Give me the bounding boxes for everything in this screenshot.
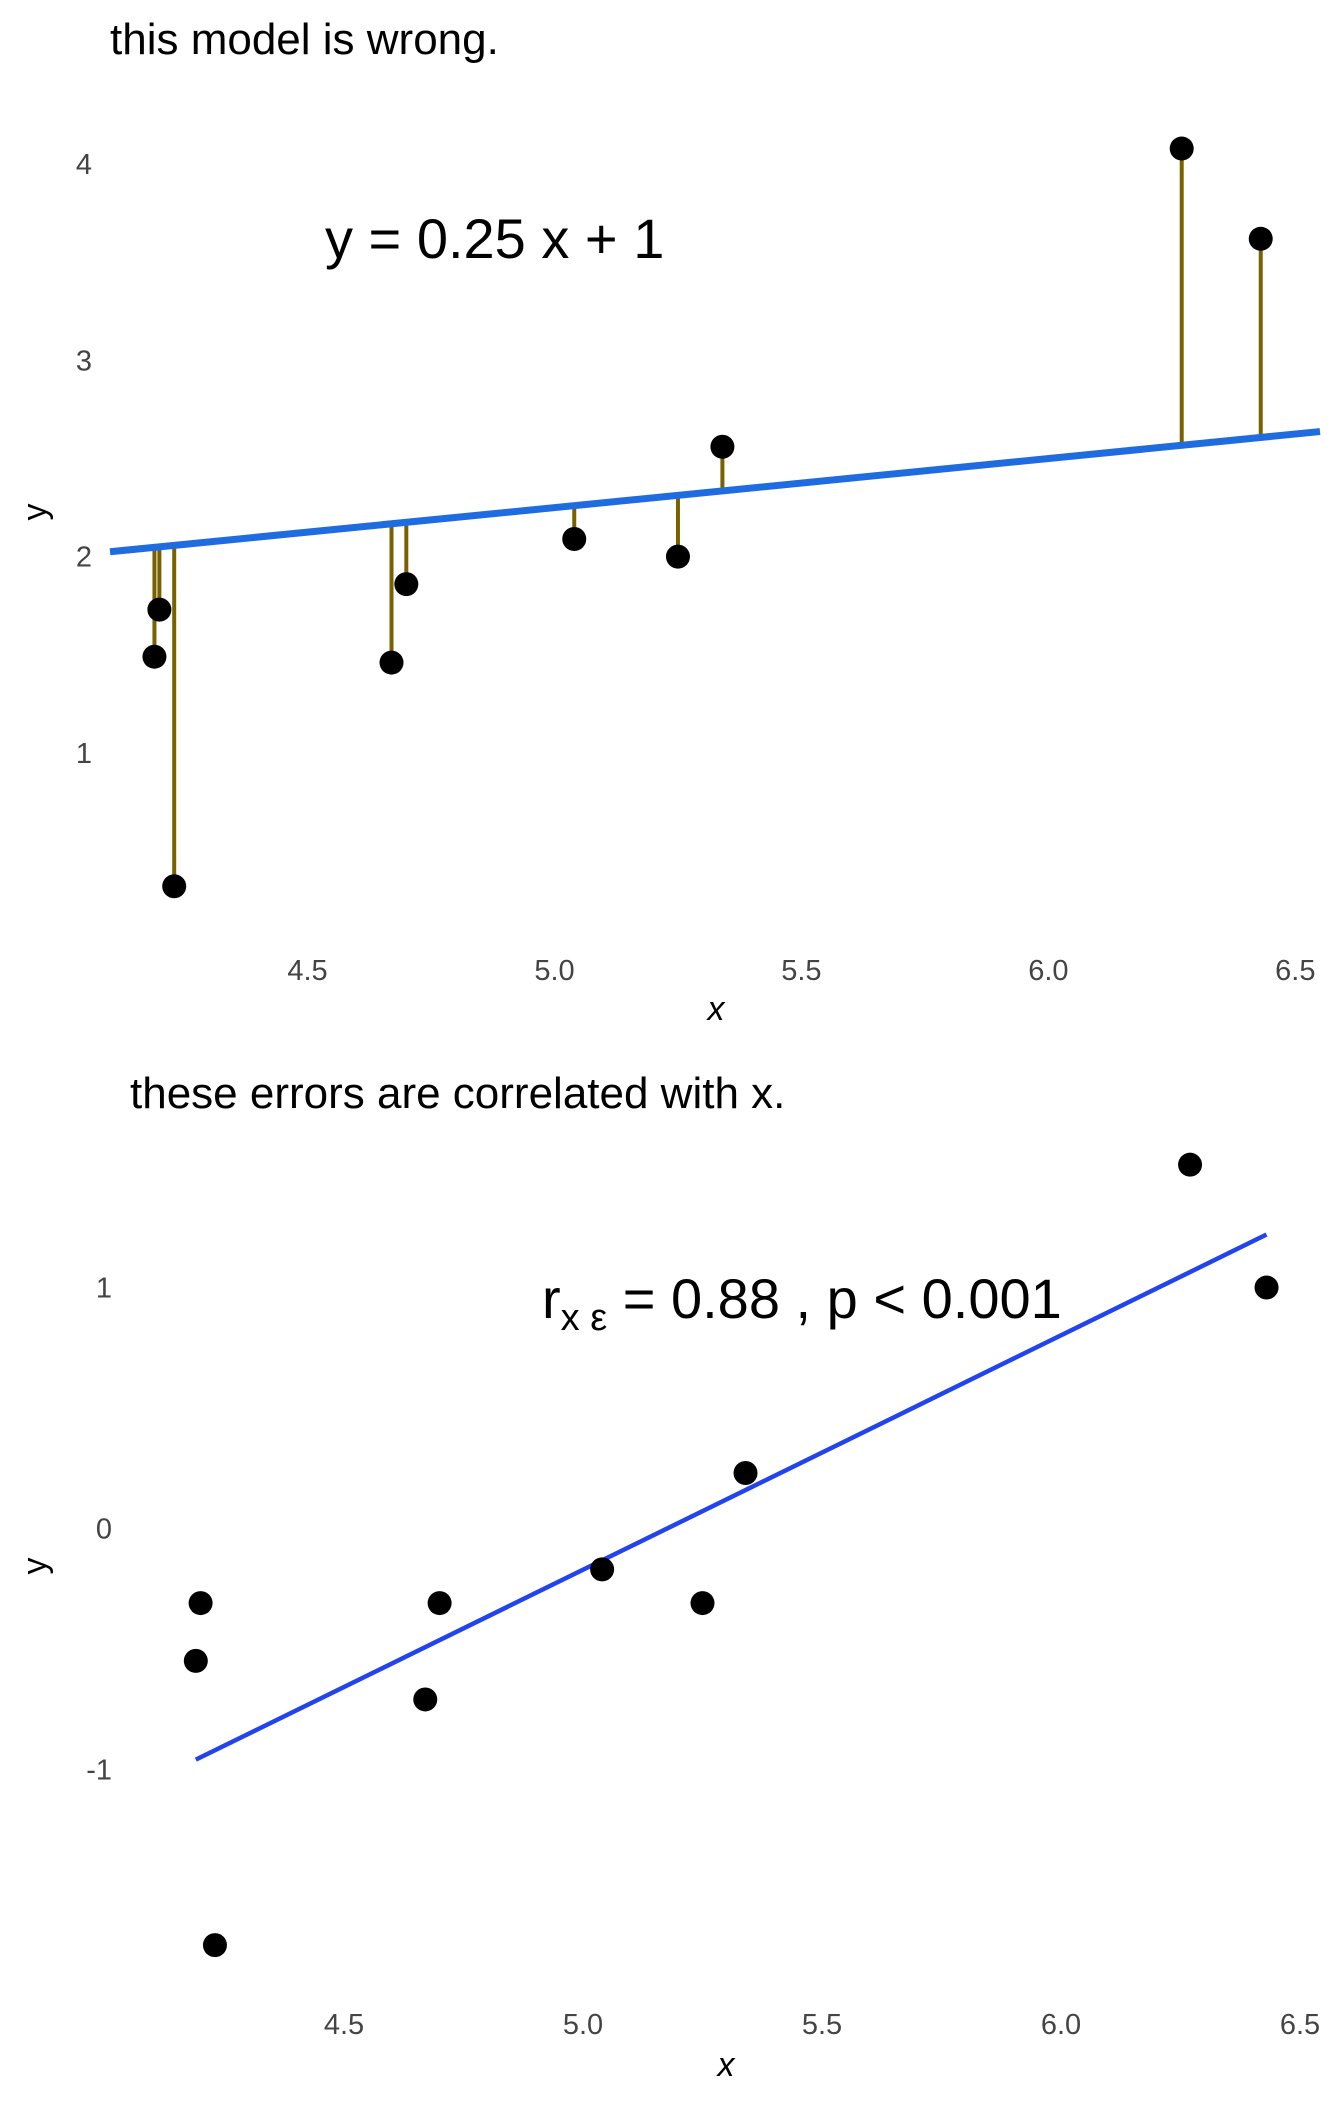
panel-1-equation: y = 0.25 x + 1 [325,207,664,270]
data-point [394,572,419,597]
data-point [1254,1275,1279,1300]
x-tick-label: 6.0 [1028,955,1068,987]
y-tick-label: 3 [76,345,92,377]
x-tick-label: 4.5 [287,955,327,987]
panel-2-correlation-annotation: rx ε = 0.88 , p < 0.001 [542,1267,1062,1339]
x-tick-label: 6.0 [1041,2009,1081,2041]
data-point [183,1648,208,1673]
panel-2-fit-line [194,1232,1268,1762]
x-tick-label: 5.5 [781,955,821,987]
x-tick-label: 5.0 [563,2009,603,2041]
y-tick-label: -1 [86,1754,112,1786]
panel-1-y-axis-label: y [16,504,54,521]
x-tick-label: 4.5 [324,2009,364,2041]
panel-2-y-ticks: 1 0 -1 [86,1273,112,1787]
x-tick-label: 5.0 [534,955,574,987]
data-point [1178,1152,1203,1177]
data-point [665,544,690,569]
data-point [162,874,187,899]
data-point [1169,136,1194,161]
panel-1-fit-line [109,428,1321,556]
data-point [379,650,404,675]
panel-1-x-ticks: 4.5 5.0 5.5 6.0 6.5 [287,955,1315,987]
panel-1-points [142,136,1273,899]
panel-2-title: these errors are correlated with x. [130,1069,785,1118]
x-tick-label: 5.5 [802,2009,842,2041]
data-point [147,597,172,622]
x-tick-label: 6.5 [1275,955,1315,987]
panel-1-x-axis-label: x [706,990,726,1028]
data-point [710,434,735,459]
data-point [427,1591,452,1616]
data-point [1248,226,1273,251]
correlation-subscript: x ε [561,1297,608,1339]
panel-1: this model is wrong. 4.5 5.0 5.5 6.0 6.5 1 2 3… [16,15,1321,1028]
y-tick-label: 0 [96,1513,112,1545]
panel-2-x-ticks: 4.5 5.0 5.5 6.0 6.5 [324,2009,1320,2041]
y-tick-label: 2 [76,542,92,574]
x-tick-label: 6.5 [1280,2009,1320,2041]
data-point [188,1591,213,1616]
data-point [733,1461,758,1486]
data-point [562,526,587,551]
panel-2: these errors are correlated with x. 4.5 5… [16,1069,1320,2084]
y-tick-label: 1 [76,738,92,770]
data-point [690,1591,715,1616]
data-point [142,644,167,669]
y-tick-label: 1 [96,1273,112,1305]
correlation-text: = 0.88 , p < 0.001 [607,1267,1062,1330]
panel-2-y-axis-label: y [16,1558,54,1575]
data-point [202,1933,227,1958]
data-point [413,1687,438,1712]
panel-1-y-ticks: 1 2 3 4 [76,149,92,770]
panel-2-x-axis-label: x [716,2046,736,2084]
panel-1-residuals [152,148,1263,887]
correlation-r: r [542,1267,561,1330]
panel-2-points [183,1152,1279,1958]
y-tick-label: 4 [76,149,92,181]
data-point [590,1557,615,1582]
panel-1-title: this model is wrong. [110,15,499,64]
